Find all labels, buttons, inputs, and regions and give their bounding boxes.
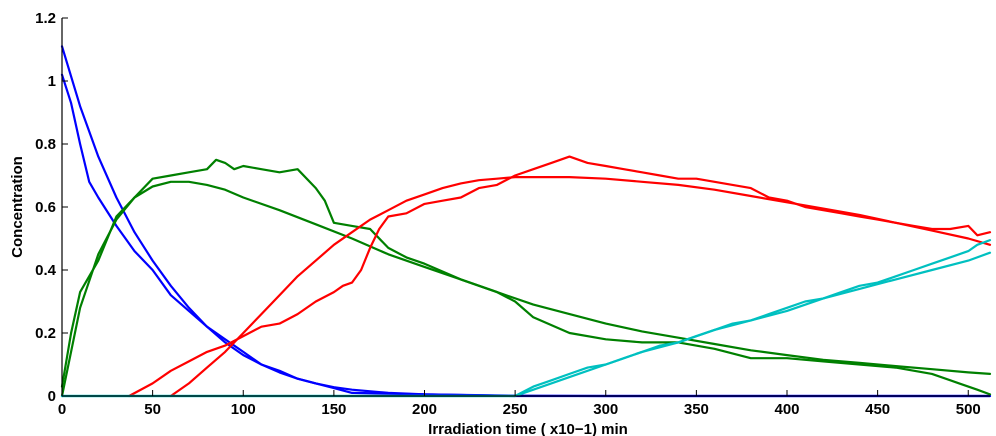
series-line-green-measured [60, 158, 992, 396]
x-axis-title: Irradiation time ( x10−1) min [428, 421, 628, 436]
x-tick-label: 300 [593, 401, 618, 418]
series-line-cyan-fit [60, 251, 992, 398]
series-line-red-measured [128, 155, 992, 398]
x-tick-label: 350 [684, 401, 709, 418]
y-tick-label: 0 [48, 388, 56, 405]
x-tick-label: 500 [956, 401, 981, 418]
series-line-green-fit [60, 180, 992, 398]
y-tick-label: 0.4 [35, 262, 57, 279]
y-axis-title: Concentration [9, 156, 26, 258]
y-tick-label: 0.2 [35, 325, 56, 342]
y-tick-label: 0.6 [35, 199, 56, 216]
x-tick-label: 250 [503, 401, 528, 418]
x-tick-label: 0 [58, 401, 66, 418]
x-tick-label: 100 [231, 401, 256, 418]
x-tick-label: 450 [865, 401, 890, 418]
x-tick-label: 50 [144, 401, 161, 418]
y-tick-label: 0.8 [35, 136, 56, 153]
x-tick-label: 150 [321, 401, 346, 418]
x-tick-label: 400 [774, 401, 799, 418]
series-line-blue-fit [60, 45, 992, 398]
axes-layer: 0 50 100 150 200 250 300 350 400 450 500 0 0.2 0.4 0.6… [35, 10, 990, 418]
series-layer [60, 45, 992, 398]
series-line-red-fit [169, 176, 992, 398]
y-tick-label: 1 [48, 73, 56, 90]
x-tick-label: 200 [412, 401, 437, 418]
series-line-blue-measured [60, 73, 992, 398]
y-tick-label: 1.2 [35, 10, 56, 27]
